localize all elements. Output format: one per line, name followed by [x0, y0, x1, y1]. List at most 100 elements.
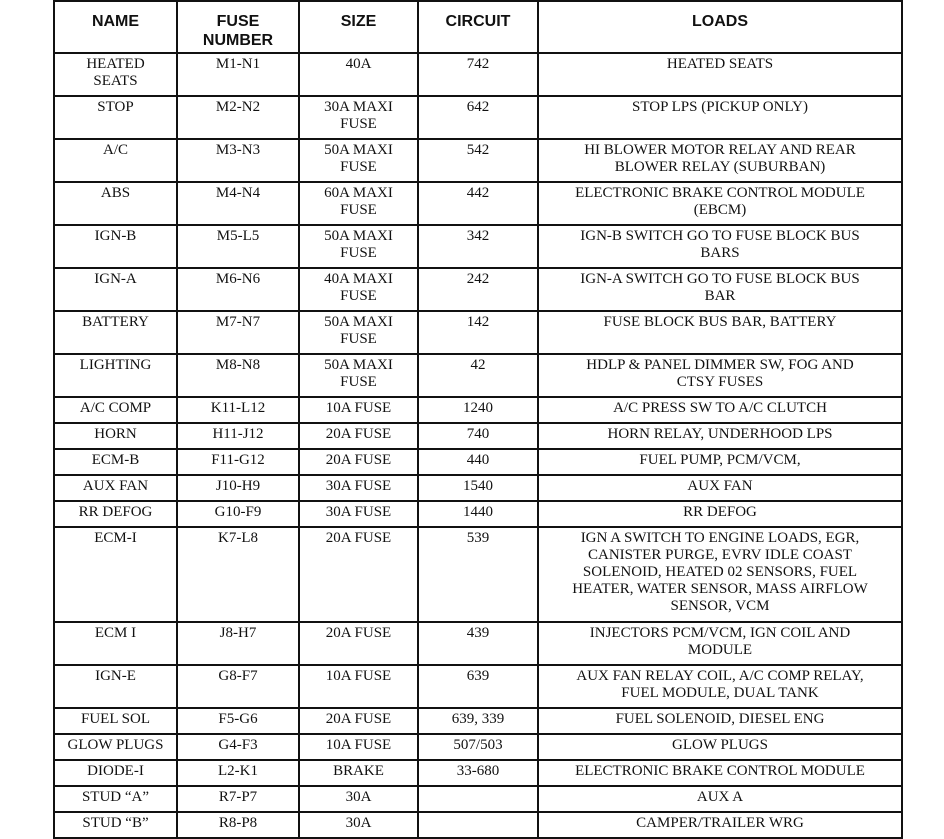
cell-circuit — [417, 785, 539, 813]
cell-circuit: 33-680 — [417, 759, 539, 787]
cell-name: LIGHTING — [53, 353, 178, 398]
cell-circuit: 742 — [417, 52, 539, 97]
cell-size: 30A — [298, 785, 419, 813]
cell-fuse-number: K11-L12 — [176, 396, 300, 424]
cell-circuit: 142 — [417, 310, 539, 355]
table-row: STUD “A” R7-P7 30A AUX A — [53, 785, 903, 813]
cell-circuit: 542 — [417, 138, 539, 183]
cell-fuse-number: L2-K1 — [176, 759, 300, 787]
cell-size: 20A FUSE — [298, 448, 419, 476]
cell-name: HORN — [53, 422, 178, 450]
cell-fuse-number: G8-F7 — [176, 664, 300, 709]
header-row: NAME FUSE NUMBER SIZE CIRCUIT LOADS — [53, 0, 903, 54]
table-row: IGN-B M5-L5 50A MAXI FUSE 342 IGN-B SWITCH G… — [53, 224, 903, 269]
table-row: BATTERY M7-N7 50A MAXI FUSE 142 FUSE BLOCK B… — [53, 310, 903, 355]
cell-size: 30A — [298, 811, 419, 839]
table-row: LIGHTING M8-N8 50A MAXI FUSE 42 HDLP & PANEL… — [53, 353, 903, 398]
cell-size: 60A MAXI FUSE — [298, 181, 419, 226]
cell-fuse-number: F11-G12 — [176, 448, 300, 476]
header-fuse-number: FUSE NUMBER — [176, 0, 300, 54]
cell-fuse-number: M5-L5 — [176, 224, 300, 269]
cell-size: 40A MAXI FUSE — [298, 267, 419, 312]
cell-loads: HI BLOWER MOTOR RELAY AND REAR BLOWER RE… — [537, 138, 903, 183]
cell-loads: ELECTRONIC BRAKE CONTROL MODULE (EBCM) — [537, 181, 903, 226]
cell-loads: RR DEFOG — [537, 500, 903, 528]
cell-fuse-number: M4-N4 — [176, 181, 300, 226]
cell-size: 30A MAXI FUSE — [298, 95, 419, 140]
cell-name: STUD “A” — [53, 785, 178, 813]
cell-size: 30A FUSE — [298, 500, 419, 528]
cell-name: A/C COMP — [53, 396, 178, 424]
cell-loads: IGN-B SWITCH GO TO FUSE BLOCK BUS BARS — [537, 224, 903, 269]
cell-name: FUEL SOL — [53, 707, 178, 735]
header-name: NAME — [53, 0, 178, 54]
cell-loads: HEATED SEATS — [537, 52, 903, 97]
cell-circuit: 342 — [417, 224, 539, 269]
table-row: A/C M3-N3 50A MAXI FUSE 542 HI BLOWER MOTOR … — [53, 138, 903, 183]
cell-size: 50A MAXI FUSE — [298, 138, 419, 183]
cell-loads: FUSE BLOCK BUS BAR, BATTERY — [537, 310, 903, 355]
table-row: RR DEFOG G10-F9 30A FUSE 1440 RR DEFOG — [53, 500, 903, 528]
table-row: IGN-E G8-F7 10A FUSE 639 AUX FAN RELAY COIL,… — [53, 664, 903, 709]
cell-loads: IGN-A SWITCH GO TO FUSE BLOCK BUS BAR — [537, 267, 903, 312]
cell-fuse-number: M7-N7 — [176, 310, 300, 355]
cell-circuit: 639 — [417, 664, 539, 709]
cell-loads: INJECTORS PCM/VCM, IGN COIL AND MODULE — [537, 621, 903, 666]
cell-size: 20A FUSE — [298, 526, 419, 623]
cell-loads: FUEL PUMP, PCM/VCM, — [537, 448, 903, 476]
cell-circuit: 440 — [417, 448, 539, 476]
cell-loads: GLOW PLUGS — [537, 733, 903, 761]
table-row: AUX FAN J10-H9 30A FUSE 1540 AUX FAN — [53, 474, 903, 502]
table-row: STUD “B” R8-P8 30A CAMPER/TRAILER WRG — [53, 811, 903, 839]
cell-name: RR DEFOG — [53, 500, 178, 528]
cell-fuse-number: R8-P8 — [176, 811, 300, 839]
cell-name: IGN-E — [53, 664, 178, 709]
cell-size: 50A MAXI FUSE — [298, 353, 419, 398]
cell-name: AUX FAN — [53, 474, 178, 502]
cell-fuse-number: M1-N1 — [176, 52, 300, 97]
cell-fuse-number: R7-P7 — [176, 785, 300, 813]
cell-circuit: 42 — [417, 353, 539, 398]
cell-circuit: 242 — [417, 267, 539, 312]
cell-fuse-number: J8-H7 — [176, 621, 300, 666]
cell-size: 50A MAXI FUSE — [298, 310, 419, 355]
table-row: FUEL SOL F5-G6 20A FUSE 639, 339 FUEL SOLENO… — [53, 707, 903, 735]
table-row: DIODE-I L2-K1 BRAKE 33-680 ELECTRONIC BRAKE … — [53, 759, 903, 787]
cell-circuit: 642 — [417, 95, 539, 140]
cell-circuit: 539 — [417, 526, 539, 623]
cell-name: DIODE-I — [53, 759, 178, 787]
cell-size: BRAKE — [298, 759, 419, 787]
cell-circuit: 740 — [417, 422, 539, 450]
cell-name: HEATED SEATS — [53, 52, 178, 97]
cell-fuse-number: F5-G6 — [176, 707, 300, 735]
table-row: HORN H11-J12 20A FUSE 740 HORN RELAY, UNDERH… — [53, 422, 903, 450]
table-row: ECM-B F11-G12 20A FUSE 440 FUEL PUMP, PCM/VC… — [53, 448, 903, 476]
cell-name: ECM I — [53, 621, 178, 666]
cell-circuit: 442 — [417, 181, 539, 226]
cell-fuse-number: J10-H9 — [176, 474, 300, 502]
header-circuit: CIRCUIT — [417, 0, 539, 54]
table-row: IGN-A M6-N6 40A MAXI FUSE 242 IGN-A SWITCH G… — [53, 267, 903, 312]
cell-fuse-number: G4-F3 — [176, 733, 300, 761]
cell-size: 10A FUSE — [298, 733, 419, 761]
cell-name: ECM-B — [53, 448, 178, 476]
header-loads: LOADS — [537, 0, 903, 54]
table-row: ABS M4-N4 60A MAXI FUSE 442 ELECTRONIC BRAKE… — [53, 181, 903, 226]
cell-loads: STOP LPS (PICKUP ONLY) — [537, 95, 903, 140]
cell-fuse-number: M6-N6 — [176, 267, 300, 312]
cell-size: 20A FUSE — [298, 621, 419, 666]
cell-name: IGN-B — [53, 224, 178, 269]
cell-circuit: 507/503 — [417, 733, 539, 761]
cell-name: A/C — [53, 138, 178, 183]
cell-name: STUD “B” — [53, 811, 178, 839]
table-row: ECM-I K7-L8 20A FUSE 539 IGN A SWITCH TO ENG… — [53, 526, 903, 623]
cell-fuse-number: G10-F9 — [176, 500, 300, 528]
cell-fuse-number: K7-L8 — [176, 526, 300, 623]
table-row: STOP M2-N2 30A MAXI FUSE 642 STOP LPS (PICKU… — [53, 95, 903, 140]
cell-circuit: 1240 — [417, 396, 539, 424]
cell-loads: IGN A SWITCH TO ENGINE LOADS, EGR, CANIS… — [537, 526, 903, 623]
table-row: ECM I J8-H7 20A FUSE 439 INJECTORS PCM/VCM, … — [53, 621, 903, 666]
cell-loads: HDLP & PANEL DIMMER SW, FOG AND CTSY FUS… — [537, 353, 903, 398]
cell-size: 20A FUSE — [298, 422, 419, 450]
table-row: GLOW PLUGS G4-F3 10A FUSE 507/503 GLOW PLUGS — [53, 733, 903, 761]
